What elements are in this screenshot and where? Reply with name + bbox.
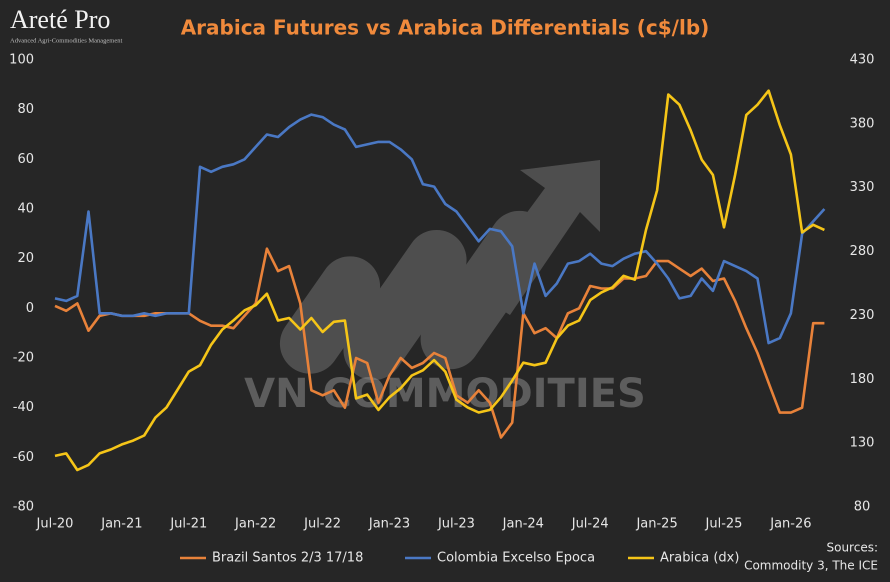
y2-tick-label: 180 xyxy=(850,372,875,387)
legend-item: Brazil Santos 2/3 17/18 xyxy=(180,551,363,566)
logo-tagline: Advanced Agri-Commodities Management xyxy=(10,37,122,44)
y-tick-label: -40 xyxy=(13,400,34,415)
y2-tick-label: 380 xyxy=(850,116,875,131)
legend-label: Brazil Santos 2/3 17/18 xyxy=(212,551,363,566)
legend-item: Colombia Excelso Epoca xyxy=(405,551,595,566)
chart-title: Arabica Futures vs Arabica Differentials… xyxy=(181,16,710,40)
series-line xyxy=(54,89,825,472)
watermark: VN COMMODITIES xyxy=(244,371,646,417)
x-tick-label: Jul-23 xyxy=(437,517,475,532)
x-tick-label: Jul-24 xyxy=(571,517,609,532)
x-tick-label: Jan-23 xyxy=(368,517,410,532)
source-label: Sources: xyxy=(826,541,878,555)
y2-tick-label: 430 xyxy=(850,53,875,68)
y-tick-label: 100 xyxy=(9,53,34,68)
y-tick-label: 20 xyxy=(17,251,34,266)
x-tick-label: Jul-21 xyxy=(169,517,207,532)
y-tick-label: 80 xyxy=(17,102,34,117)
y-tick-label: -20 xyxy=(13,351,34,366)
legend-label: Arabica (dx) xyxy=(660,551,739,566)
logo: Areté Pro xyxy=(10,5,110,34)
y-tick-label: 60 xyxy=(17,152,34,167)
y2-tick-label: 130 xyxy=(850,436,875,451)
y-tick-label: -80 xyxy=(13,500,34,515)
series-line xyxy=(54,113,826,345)
source-text: Commodity 3, The ICE xyxy=(744,559,878,573)
y2-tick-label: 280 xyxy=(850,244,875,259)
legend-item: Arabica (dx) xyxy=(628,551,739,566)
x-tick-label: Jan-25 xyxy=(635,517,677,532)
x-tick-label: Jul-22 xyxy=(303,517,341,532)
x-tick-label: Jan-21 xyxy=(100,517,142,532)
x-tick-label: Jan-24 xyxy=(502,517,544,532)
y-tick-label: 40 xyxy=(17,202,34,217)
x-tick-label: Jan-22 xyxy=(234,517,276,532)
y2-tick-label: 330 xyxy=(850,180,875,195)
y2-tick-label: 80 xyxy=(854,500,871,515)
y-tick-label: 0 xyxy=(26,301,34,316)
x-tick-label: Jan-26 xyxy=(769,517,811,532)
x-tick-label: Jul-20 xyxy=(36,517,74,532)
legend-label: Colombia Excelso Epoca xyxy=(437,551,595,566)
x-tick-label: Jul-25 xyxy=(705,517,743,532)
y2-tick-label: 230 xyxy=(850,308,875,323)
y-tick-label: -60 xyxy=(13,450,34,465)
